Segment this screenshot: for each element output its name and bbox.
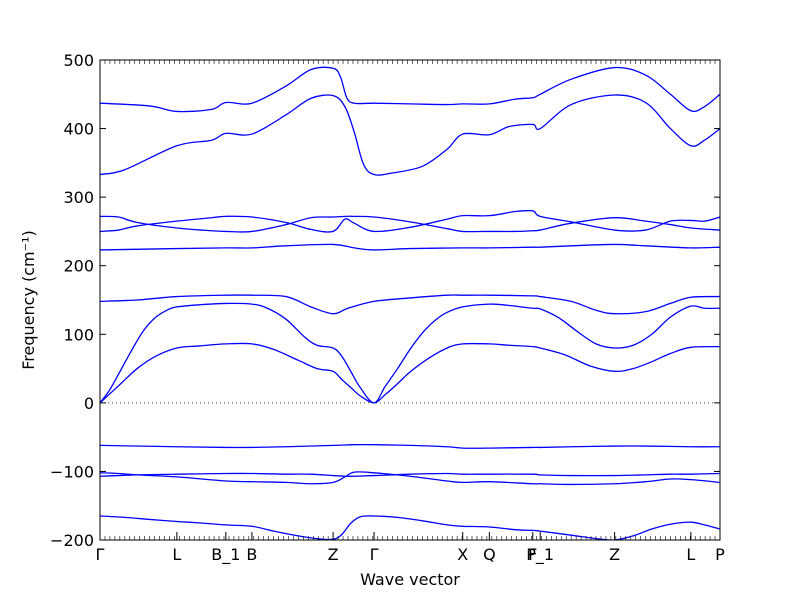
x-tick-label: Γ — [370, 545, 379, 564]
x-tick-label: P — [715, 545, 725, 564]
band-line-5 — [100, 243, 720, 251]
x-tick-label: L — [686, 545, 695, 564]
axis-ticks — [99, 59, 721, 541]
x-tick-label: Z — [609, 545, 620, 564]
x-tick-label: L — [172, 545, 181, 564]
x-tick-label: F — [528, 545, 537, 564]
band-line-9 — [100, 443, 720, 449]
band-line-8 — [100, 342, 720, 404]
band-line-2 — [100, 94, 720, 176]
x-tick-label: Z — [328, 545, 339, 564]
x-tick-label: X — [457, 545, 468, 564]
y-tick-label: 100 — [63, 325, 94, 344]
y-tick-label: 0 — [84, 394, 94, 413]
x-tick-label: Q — [483, 545, 496, 564]
y-tick-label: 500 — [63, 51, 94, 70]
y-axis-label: Frequency (cm⁻¹) — [19, 230, 38, 369]
y-tick-label: −100 — [50, 462, 94, 481]
x-tick-label: Γ — [96, 545, 105, 564]
band-line-6 — [100, 294, 720, 315]
band-line-11 — [100, 472, 720, 477]
band-line-4 — [100, 209, 720, 233]
band-line-7 — [100, 302, 720, 404]
band-line-12 — [100, 515, 720, 540]
x-tick-label: P_1 — [526, 545, 554, 565]
y-tick-label: 200 — [63, 257, 94, 276]
plot-area — [100, 66, 720, 540]
x-tick-label: B_1 — [211, 545, 240, 565]
axis-tick-labels: −200 −100 0 100 200 300 400 500 Γ L B_1 B Z Γ X Q FP_1 Z L… — [50, 51, 725, 565]
band-line-1 — [100, 66, 720, 113]
x-axis-label: Wave vector — [360, 570, 460, 589]
plot-frame — [99, 59, 721, 541]
band-line-3 — [100, 215, 720, 233]
y-tick-label: 400 — [63, 120, 94, 139]
x-tick-label: B — [246, 545, 257, 564]
y-tick-label: −200 — [50, 531, 94, 550]
y-tick-label: 300 — [63, 188, 94, 207]
